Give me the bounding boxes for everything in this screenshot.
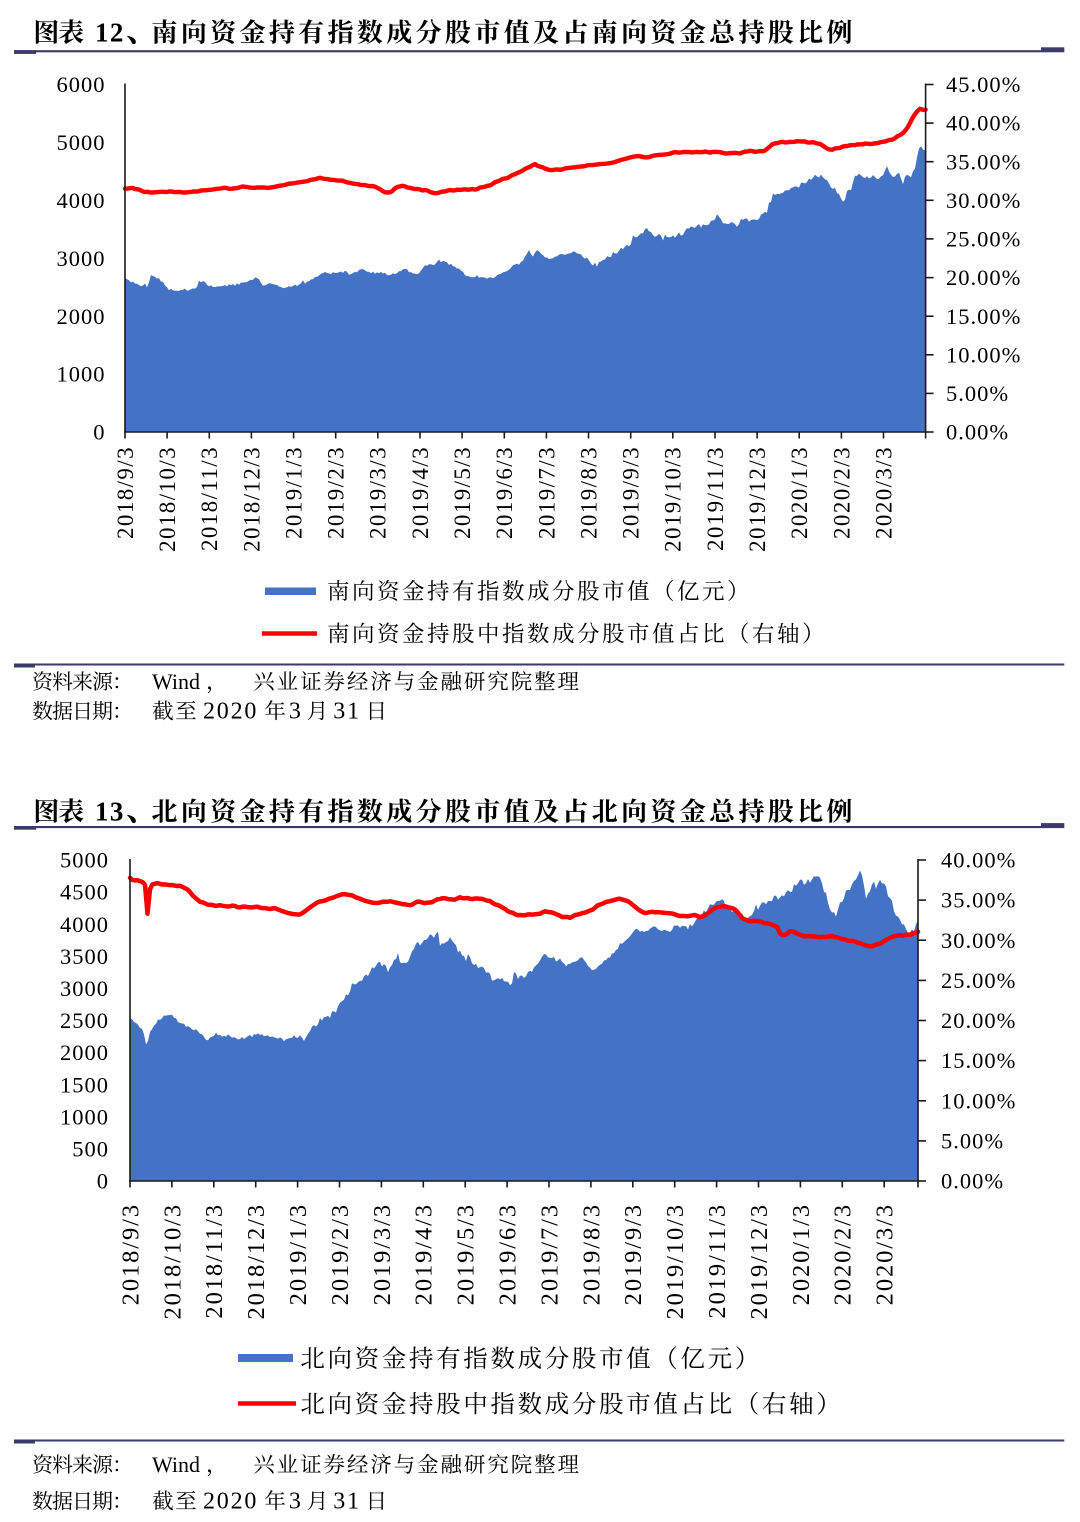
svg-text:2018/10/3: 2018/10/3 <box>159 1203 186 1319</box>
svg-text:2020/2/3: 2020/2/3 <box>829 446 854 539</box>
svg-text:2019/5/3: 2019/5/3 <box>453 1203 480 1305</box>
svg-text:2019/10/3: 2019/10/3 <box>662 1203 689 1319</box>
svg-text:2019/9/3: 2019/9/3 <box>620 1203 647 1305</box>
svg-text:30.00%: 30.00% <box>946 188 1021 213</box>
svg-text:31: 31 <box>333 699 361 725</box>
svg-text:2019/6/3: 2019/6/3 <box>495 1203 522 1305</box>
svg-text:2020/2/3: 2020/2/3 <box>830 1203 857 1305</box>
svg-text:10.00%: 10.00% <box>941 1088 1016 1113</box>
svg-text:0: 0 <box>93 420 105 445</box>
svg-text:15.00%: 15.00% <box>946 304 1021 329</box>
svg-text:4000: 4000 <box>60 912 109 937</box>
svg-text:30.00%: 30.00% <box>941 928 1016 953</box>
svg-text:2018/10/3: 2018/10/3 <box>155 446 180 552</box>
svg-text:4000: 4000 <box>57 188 106 213</box>
svg-text:2019/4/3: 2019/4/3 <box>411 1203 438 1305</box>
svg-text:20.00%: 20.00% <box>941 1008 1016 1033</box>
svg-text:10.00%: 10.00% <box>946 342 1021 367</box>
svg-text:20.00%: 20.00% <box>946 265 1021 290</box>
svg-text:2020/1/3: 2020/1/3 <box>788 1203 815 1305</box>
svg-text:2019/1/3: 2019/1/3 <box>282 446 307 539</box>
svg-text:1000: 1000 <box>60 1104 109 1129</box>
svg-text:35.00%: 35.00% <box>946 149 1021 174</box>
svg-text:25.00%: 25.00% <box>941 968 1016 993</box>
svg-text:2019/2/3: 2019/2/3 <box>324 446 349 539</box>
svg-text:2019/12/3: 2019/12/3 <box>745 446 770 552</box>
svg-text:5000: 5000 <box>57 130 106 155</box>
svg-text:2019/1/3: 2019/1/3 <box>285 1203 312 1305</box>
svg-text:2019/3/3: 2019/3/3 <box>369 1203 396 1305</box>
svg-text:500: 500 <box>72 1137 109 1162</box>
svg-text:2018/12/3: 2018/12/3 <box>239 446 264 552</box>
svg-text:3500: 3500 <box>60 944 109 969</box>
svg-text:35.00%: 35.00% <box>941 888 1016 913</box>
svg-text:1000: 1000 <box>57 362 106 387</box>
svg-text:4500: 4500 <box>60 880 109 905</box>
svg-text:2018/11/3: 2018/11/3 <box>197 446 222 551</box>
svg-text:6000: 6000 <box>57 72 106 97</box>
svg-text:3: 3 <box>289 1489 301 1515</box>
svg-text:45.00%: 45.00% <box>946 72 1021 97</box>
svg-text:2020/1/3: 2020/1/3 <box>787 446 812 539</box>
svg-text:2000: 2000 <box>57 304 106 329</box>
svg-text:2018/9/3: 2018/9/3 <box>113 446 138 539</box>
svg-text:5000: 5000 <box>60 848 109 873</box>
svg-text:2019/8/3: 2019/8/3 <box>576 446 601 539</box>
svg-text:Wind: Wind <box>152 1452 200 1477</box>
svg-text:15.00%: 15.00% <box>941 1048 1016 1073</box>
svg-text:2019/9/3: 2019/9/3 <box>619 446 644 539</box>
svg-text:40.00%: 40.00% <box>941 848 1016 873</box>
svg-text:2500: 2500 <box>60 1008 109 1033</box>
svg-text:2019/11/3: 2019/11/3 <box>704 1203 731 1319</box>
svg-text:2019/2/3: 2019/2/3 <box>327 1203 354 1305</box>
svg-text:5.00%: 5.00% <box>946 381 1009 406</box>
svg-text:0.00%: 0.00% <box>946 420 1009 445</box>
svg-text:3000: 3000 <box>60 976 109 1001</box>
svg-text:2018/9/3: 2018/9/3 <box>117 1203 144 1305</box>
svg-text:3: 3 <box>289 699 301 725</box>
svg-text:2019/4/3: 2019/4/3 <box>408 446 433 539</box>
svg-text:2019/10/3: 2019/10/3 <box>661 446 686 552</box>
svg-text:3000: 3000 <box>57 246 106 271</box>
svg-text:2020: 2020 <box>203 1489 258 1515</box>
svg-text:5.00%: 5.00% <box>941 1129 1004 1154</box>
svg-text:2000: 2000 <box>60 1040 109 1065</box>
svg-text:2020/3/3: 2020/3/3 <box>871 446 896 539</box>
svg-text:2019/6/3: 2019/6/3 <box>492 446 517 539</box>
svg-text:13: 13 <box>95 797 125 827</box>
svg-text:2018/11/3: 2018/11/3 <box>201 1203 228 1319</box>
svg-text:0: 0 <box>97 1169 109 1194</box>
svg-text:Wind: Wind <box>152 669 200 694</box>
svg-text:2019/7/3: 2019/7/3 <box>536 1203 563 1305</box>
svg-text:0.00%: 0.00% <box>941 1169 1004 1194</box>
svg-text:1500: 1500 <box>60 1072 109 1097</box>
svg-text:2018/12/3: 2018/12/3 <box>243 1203 270 1319</box>
svg-text:31: 31 <box>333 1489 361 1515</box>
svg-text:2019/12/3: 2019/12/3 <box>746 1203 773 1319</box>
svg-text:2019/7/3: 2019/7/3 <box>534 446 559 539</box>
svg-text:2020: 2020 <box>203 699 258 725</box>
svg-text:2020/3/3: 2020/3/3 <box>872 1203 899 1305</box>
svg-text:12: 12 <box>95 18 125 48</box>
svg-text:25.00%: 25.00% <box>946 227 1021 252</box>
svg-text:40.00%: 40.00% <box>946 111 1021 136</box>
svg-text:2019/5/3: 2019/5/3 <box>450 446 475 539</box>
svg-text:2019/11/3: 2019/11/3 <box>703 446 728 551</box>
svg-text:2019/3/3: 2019/3/3 <box>366 446 391 539</box>
svg-text:2019/8/3: 2019/8/3 <box>578 1203 605 1305</box>
